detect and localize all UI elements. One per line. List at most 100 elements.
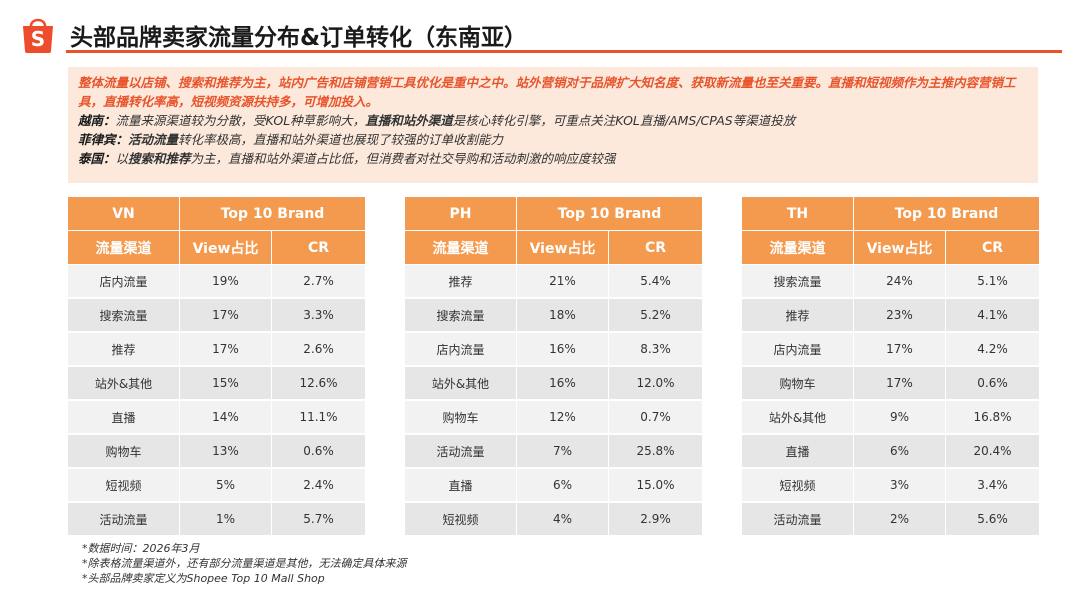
table-row: 活动流量 1% 5.7% bbox=[68, 503, 366, 537]
cell-channel: 推荐 bbox=[742, 299, 854, 333]
cell-cr: 4.1% bbox=[946, 299, 1040, 333]
col-view: View占比 bbox=[517, 231, 609, 265]
cell-cr: 0.6% bbox=[272, 435, 366, 469]
table-row: 短视频 4% 2.9% bbox=[405, 503, 703, 537]
cell-view: 13% bbox=[180, 435, 272, 469]
cell-cr: 3.4% bbox=[946, 469, 1040, 503]
table-group-header: Top 10 Brand bbox=[180, 197, 366, 231]
cell-view: 7% bbox=[517, 435, 609, 469]
table-group-header: Top 10 Brand bbox=[517, 197, 703, 231]
table-row: 购物车 17% 0.6% bbox=[742, 367, 1040, 401]
cell-channel: 购物车 bbox=[405, 401, 517, 435]
summary-th-bold: 搜索和推荐 bbox=[128, 151, 191, 166]
col-view: View占比 bbox=[180, 231, 272, 265]
table-row: 搜索流量 17% 3.3% bbox=[68, 299, 366, 333]
cell-channel: 直播 bbox=[405, 469, 517, 503]
summary-ph-label: 菲律宾： bbox=[78, 132, 129, 147]
cell-channel: 推荐 bbox=[68, 333, 180, 367]
table-row: 短视频 5% 2.4% bbox=[68, 469, 366, 503]
cell-view: 24% bbox=[854, 265, 946, 299]
cell-view: 9% bbox=[854, 401, 946, 435]
cell-cr: 5.2% bbox=[609, 299, 703, 333]
summary-ph-text: 转化率极高，直播和站外渠道也展现了较强的订单收割能力 bbox=[178, 132, 504, 147]
cell-cr: 0.7% bbox=[609, 401, 703, 435]
cell-cr: 3.3% bbox=[272, 299, 366, 333]
cell-cr: 5.7% bbox=[272, 503, 366, 537]
col-channel: 流量渠道 bbox=[742, 231, 854, 265]
cell-cr: 12.6% bbox=[272, 367, 366, 401]
cell-view: 19% bbox=[180, 265, 272, 299]
cell-channel: 店内流量 bbox=[405, 333, 517, 367]
table-market: TH bbox=[742, 197, 854, 231]
summary-th-text1: 以 bbox=[115, 151, 129, 166]
cell-channel: 购物车 bbox=[742, 367, 854, 401]
summary-vn: 越南：流量来源渠道较为分散，受KOL种草影响大，直播和站外渠道是核心转化引擎，可… bbox=[78, 111, 1028, 130]
cell-channel: 直播 bbox=[742, 435, 854, 469]
table-row: 活动流量 2% 5.6% bbox=[742, 503, 1040, 537]
cell-channel: 搜索流量 bbox=[742, 265, 854, 299]
table-row: 短视频 3% 3.4% bbox=[742, 469, 1040, 503]
table-ph: PH Top 10 Brand 流量渠道 View占比 CR 推荐 21% 5.4%… bbox=[405, 197, 703, 537]
summary-box: 整体流量以店铺、搜索和推荐为主，站内广告和店铺营销工具优化是重中之中。站外营销对… bbox=[68, 67, 1038, 183]
cell-cr: 4.2% bbox=[946, 333, 1040, 367]
col-channel: 流量渠道 bbox=[405, 231, 517, 265]
cell-channel: 活动流量 bbox=[68, 503, 180, 537]
footnote-date: *数据时间：2026年3月 bbox=[82, 542, 200, 555]
cell-channel: 活动流量 bbox=[405, 435, 517, 469]
summary-th-text2: 为主，直播和站外渠道占比低，但消费者对社交导购和活动刺激的响应度较强 bbox=[190, 151, 616, 166]
cell-channel: 推荐 bbox=[405, 265, 517, 299]
cell-channel: 直播 bbox=[68, 401, 180, 435]
table-market: PH bbox=[405, 197, 517, 231]
table-row: 搜索流量 18% 5.2% bbox=[405, 299, 703, 333]
cell-cr: 2.4% bbox=[272, 469, 366, 503]
cell-view: 17% bbox=[180, 299, 272, 333]
table-group-header: Top 10 Brand bbox=[854, 197, 1040, 231]
summary-vn-text1: 流量来源渠道较为分散，受KOL种草影响大， bbox=[115, 113, 366, 128]
table-row: 直播 6% 20.4% bbox=[742, 435, 1040, 469]
cell-channel: 搜索流量 bbox=[68, 299, 180, 333]
cell-view: 17% bbox=[854, 333, 946, 367]
cell-view: 21% bbox=[517, 265, 609, 299]
cell-cr: 2.7% bbox=[272, 265, 366, 299]
table-row: 活动流量 7% 25.8% bbox=[405, 435, 703, 469]
table-row: 直播 14% 11.1% bbox=[68, 401, 366, 435]
shopee-bag-icon: S bbox=[23, 18, 53, 53]
table-row: 推荐 23% 4.1% bbox=[742, 299, 1040, 333]
footnotes: *数据时间：2026年3月 *除表格流量渠道外，还有部分流量渠道是其他，无法确定… bbox=[82, 541, 407, 586]
cell-cr: 5.1% bbox=[946, 265, 1040, 299]
cell-cr: 2.9% bbox=[609, 503, 703, 537]
col-view: View占比 bbox=[854, 231, 946, 265]
footnote-other-channels: *除表格流量渠道外，还有部分流量渠道是其他，无法确定具体来源 bbox=[82, 557, 407, 570]
summary-vn-text2: 是核心转化引擎，可重点关注KOL直播/AMS/CPAS等渠道投放 bbox=[452, 113, 796, 128]
cell-cr: 2.6% bbox=[272, 333, 366, 367]
cell-channel: 站外&其他 bbox=[68, 367, 180, 401]
table-th: TH Top 10 Brand 流量渠道 View占比 CR 搜索流量 24% 5.… bbox=[742, 197, 1040, 537]
cell-view: 12% bbox=[517, 401, 609, 435]
title-divider bbox=[66, 50, 1062, 53]
cell-channel: 购物车 bbox=[68, 435, 180, 469]
table-row: 店内流量 17% 4.2% bbox=[742, 333, 1040, 367]
cell-cr: 15.0% bbox=[609, 469, 703, 503]
cell-view: 17% bbox=[854, 367, 946, 401]
table-row: 推荐 17% 2.6% bbox=[68, 333, 366, 367]
table-market: VN bbox=[68, 197, 180, 231]
summary-ph-bold: 活动流量 bbox=[128, 132, 179, 147]
cell-view: 16% bbox=[517, 333, 609, 367]
page-title: 头部品牌卖家流量分布&订单转化（东南亚） bbox=[70, 25, 528, 51]
cell-view: 16% bbox=[517, 367, 609, 401]
summary-th: 泰国：以搜索和推荐为主，直播和站外渠道占比低，但消费者对社交导购和活动刺激的响应… bbox=[78, 149, 1028, 168]
summary-ph: 菲律宾：活动流量转化率极高，直播和站外渠道也展现了较强的订单收割能力 bbox=[78, 130, 1028, 149]
cell-cr: 20.4% bbox=[946, 435, 1040, 469]
cell-view: 23% bbox=[854, 299, 946, 333]
col-cr: CR bbox=[609, 231, 703, 265]
logo-letter: S bbox=[31, 27, 45, 51]
cell-view: 14% bbox=[180, 401, 272, 435]
table-row: 购物车 13% 0.6% bbox=[68, 435, 366, 469]
cell-view: 3% bbox=[854, 469, 946, 503]
table-row: 站外&其他 15% 12.6% bbox=[68, 367, 366, 401]
cell-channel: 短视频 bbox=[742, 469, 854, 503]
cell-view: 15% bbox=[180, 367, 272, 401]
cell-cr: 8.3% bbox=[609, 333, 703, 367]
footnote-definition: *头部品牌卖家定义为Shopee Top 10 Mall Shop bbox=[82, 572, 325, 585]
cell-channel: 店内流量 bbox=[68, 265, 180, 299]
